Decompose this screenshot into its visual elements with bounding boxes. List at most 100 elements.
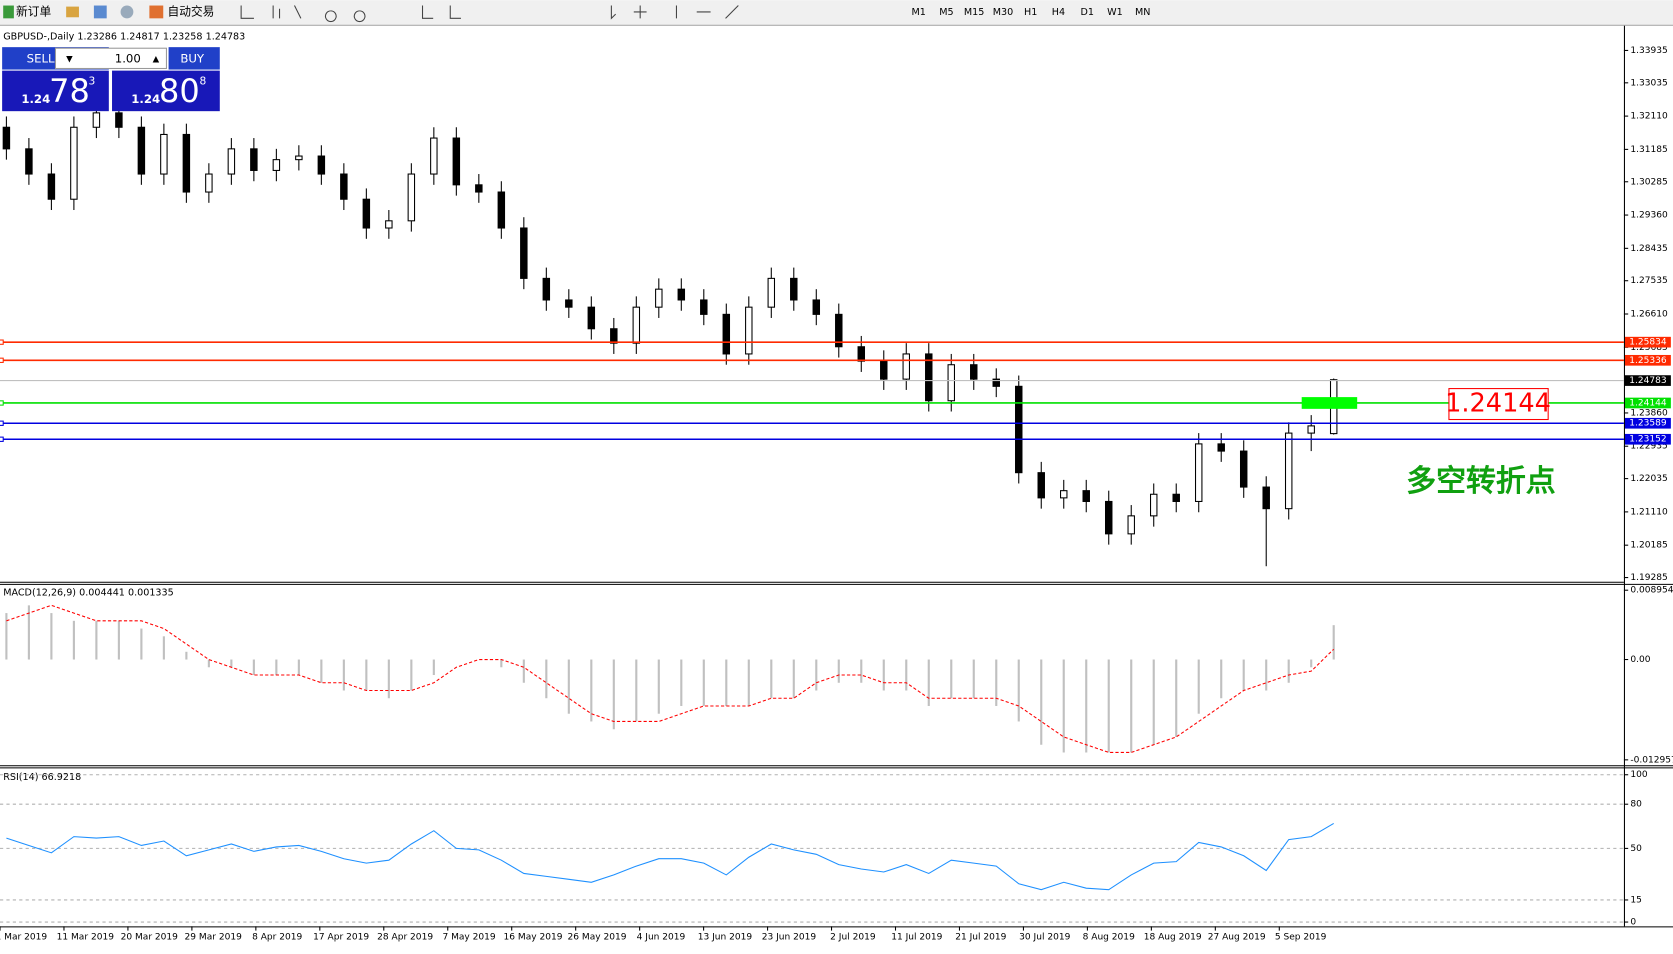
candle-body [812, 299, 821, 315]
level-anchor [0, 357, 4, 363]
ohlc-low: 1.23258 [163, 31, 203, 42]
buy-price-pips: 80 [159, 72, 200, 110]
lot-up[interactable]: ▲ [153, 54, 160, 64]
level-price-label: 1.23589 [1629, 419, 1667, 429]
x-tick-label: 17 Apr 2019 [313, 932, 369, 942]
ohlc-high: 1.24817 [120, 31, 160, 42]
y-tick-label: 50 [1630, 844, 1642, 854]
candle-body [1194, 443, 1203, 502]
timeframe-button[interactable]: M5 [939, 7, 953, 18]
x-tick-label: 5 Sep 2019 [1275, 932, 1327, 942]
candle-body [182, 133, 191, 193]
candle-body [407, 173, 416, 222]
y-tick-label: 1.31185 [1630, 145, 1667, 155]
annotation: 多空转折点 [1406, 464, 1555, 499]
level-anchor [0, 420, 4, 426]
level-price-label: 1.25336 [1629, 356, 1667, 366]
timeframe-button[interactable]: D1 [1080, 7, 1094, 18]
y-tick-label: 1.19285 [1630, 573, 1667, 583]
candle-body [1105, 500, 1113, 535]
candle-body [1239, 450, 1248, 488]
plot-layer: 1.33935 1.33035 1.32110 1.31185 1.30285 1.293… [0, 46, 1673, 942]
timeframe-button[interactable]: M1 [911, 7, 925, 18]
y-tick-label: 1.33035 [1630, 78, 1667, 88]
candle-body [340, 173, 348, 200]
candle-body [430, 137, 438, 175]
level-price-box [1624, 354, 1671, 366]
lot-value[interactable]: 1.00 [115, 51, 141, 65]
candle-body [1127, 515, 1135, 535]
buy-price-box[interactable] [112, 70, 220, 112]
x-tick-label: 13 Jun 2019 [698, 932, 753, 942]
y-tick-label: 0.008954 [1630, 586, 1673, 596]
rsi-line [6, 823, 1334, 891]
candle-body [677, 288, 686, 301]
candle-body [1060, 490, 1068, 499]
candle-body [160, 133, 168, 175]
y-tick-label: 1.29360 [1630, 211, 1668, 221]
timeframe-button[interactable]: H4 [1052, 7, 1065, 18]
candle-body [992, 378, 1000, 387]
candle-body [362, 198, 371, 229]
price-label: 1.24144 [1445, 389, 1551, 419]
candle-body [70, 126, 78, 200]
candle-body [385, 220, 393, 229]
auto-trading-button[interactable]: 自动交易 [168, 4, 215, 18]
candle-body [835, 313, 843, 348]
x-tick-label: 27 Aug 2019 [1208, 932, 1266, 942]
x-tick-label: 8 Apr 2019 [252, 932, 302, 942]
candle-body [520, 227, 528, 279]
candle-body [1307, 425, 1315, 434]
candle-body [295, 155, 303, 161]
candle-body [857, 346, 866, 362]
sell-price-box[interactable] [2, 70, 109, 112]
y-tick-label: 1.22935 [1630, 442, 1667, 452]
candle-body [767, 277, 776, 308]
candle-body [947, 364, 955, 402]
timeframe-button[interactable]: MN [1135, 7, 1150, 18]
candle-body [902, 353, 911, 380]
candle-body [655, 288, 663, 308]
y-tick-label: 0.00 [1630, 655, 1650, 665]
candle-body [970, 364, 978, 380]
candle-body [632, 306, 641, 344]
x-tick-label: 28 Apr 2019 [377, 932, 433, 942]
macd-header: MACD(12,26,9) 0.004441 0.001335 [3, 587, 174, 598]
candle-body [565, 299, 573, 308]
sell-label[interactable]: SELL [27, 51, 55, 65]
candle-body [1149, 493, 1158, 517]
new-order-button[interactable]: 新订单 [16, 4, 51, 18]
new-order-icon [3, 5, 14, 19]
timeframe-button[interactable]: M15 [964, 7, 984, 18]
level-price-label: 1.23152 [1629, 435, 1666, 445]
last-price-label: 1.24783 [1629, 376, 1667, 386]
icon [66, 6, 79, 18]
timeframe-button[interactable]: W1 [1107, 7, 1123, 18]
y-tick-label: 1.23860 [1630, 408, 1668, 418]
x-tick-label: 20 Mar 2019 [121, 932, 179, 942]
sell-price-pips: 78 [49, 72, 90, 110]
icon [120, 5, 134, 19]
toolbar [0, 0, 1673, 25]
candle-body [880, 360, 888, 380]
y-tick-label: 1.27535 [1630, 276, 1667, 286]
macd-value: 0.004441 [79, 587, 125, 598]
lot-down[interactable]: ▼ [66, 54, 73, 64]
buy-label[interactable]: BUY [180, 51, 205, 65]
rsi-title: RSI(14) [3, 772, 38, 783]
timeframe-button[interactable]: H1 [1024, 7, 1037, 18]
y-tick-label: 1.21110 [1630, 507, 1668, 517]
x-tick-label: 29 Mar 2019 [185, 932, 243, 942]
y-tick-label: 80 [1630, 800, 1642, 810]
lot-field[interactable] [54, 47, 167, 70]
candle-body [1217, 443, 1225, 452]
timeframe-button[interactable]: M30 [993, 7, 1014, 18]
tool-glyphs [240, 5, 739, 23]
candle-body [205, 173, 213, 193]
level-anchor [0, 400, 4, 406]
buy-button[interactable] [168, 47, 220, 70]
rsi-value: 66.9218 [42, 772, 82, 783]
y-tick-label: 1.20185 [1630, 541, 1667, 551]
y-tick-label: 0 [1630, 918, 1636, 928]
candle-body [497, 191, 506, 229]
